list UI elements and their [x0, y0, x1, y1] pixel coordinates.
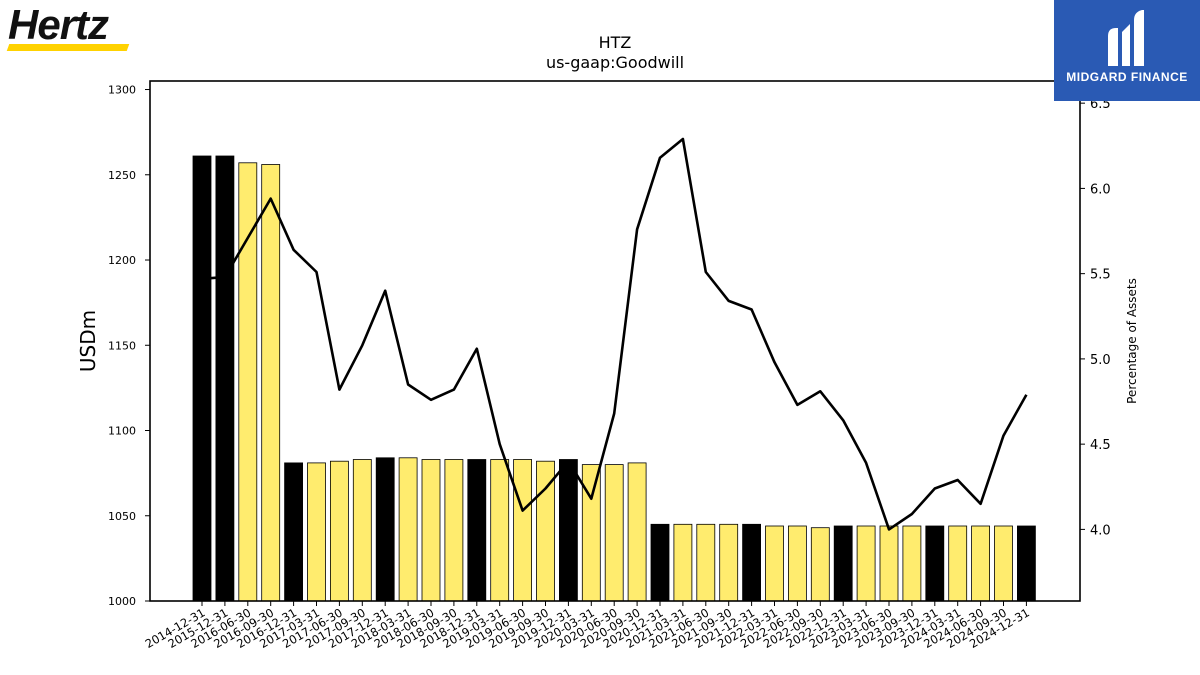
- y-tick-label: 1250: [108, 169, 136, 182]
- bar-2017-09-30: [352, 459, 372, 602]
- bar-2022-09-30: [810, 527, 830, 602]
- bar-2018-12-31: [467, 459, 487, 602]
- bar-2019-12-31: [559, 459, 578, 602]
- midgard-logo-text: MIDGARD FINANCE: [1066, 70, 1188, 84]
- y2-axis-label: Percentage of Assets: [1125, 278, 1139, 404]
- bar-series: [192, 155, 1036, 602]
- plot-frame: [149, 80, 1081, 602]
- bar-2016-09-30: [261, 164, 281, 602]
- bar-2021-06-30: [696, 523, 716, 602]
- y2-tick-label: 4.5: [1090, 438, 1111, 453]
- y-axis-label: USDm: [76, 310, 100, 372]
- y2-tick-label: 5.5: [1090, 268, 1111, 283]
- bar-2024-09-30: [994, 525, 1013, 602]
- y2-tick-label: 6.0: [1090, 182, 1111, 197]
- y-axis-right: 4.04.55.05.56.06.5: [1080, 97, 1111, 538]
- bar-2017-12-31: [375, 457, 395, 602]
- bar-2024-06-30: [971, 525, 990, 602]
- y2-tick-label: 4.0: [1090, 523, 1111, 538]
- bar-2016-12-31: [284, 462, 304, 602]
- bar-2024-12-31: [1017, 525, 1036, 602]
- x-axis: 2014-12-312015-12-312016-06-302016-09-30…: [143, 601, 1032, 651]
- y2-tick-label: 5.0: [1090, 353, 1111, 368]
- bar-2019-03-31: [490, 459, 510, 602]
- bar-2023-06-30: [879, 525, 899, 602]
- bar-2023-09-30: [902, 525, 922, 602]
- midgard-finance-logo: MIDGARD FINANCE: [1054, 0, 1200, 101]
- bar-2018-06-30: [421, 459, 441, 602]
- bar-2023-03-31: [856, 525, 876, 602]
- bar-2020-09-30: [627, 462, 647, 602]
- bar-2020-12-31: [650, 523, 670, 602]
- bar-2021-09-30: [719, 523, 739, 602]
- hertz-logo: Hertz: [6, 1, 140, 56]
- y-tick-label: 1150: [108, 339, 136, 352]
- bar-2018-09-30: [444, 459, 464, 602]
- bar-2024-03-31: [948, 525, 968, 602]
- bar-2023-12-31: [925, 525, 945, 602]
- bar-2018-03-31: [398, 457, 418, 602]
- bar-2022-03-31: [765, 525, 784, 602]
- y-tick-label: 1000: [108, 595, 136, 608]
- chart-subtitle: us-gaap:Goodwill: [546, 53, 684, 72]
- bar-2021-12-31: [742, 523, 761, 602]
- y-axis-left: 1000 1050 1100 1150 1200 1250 1300: [108, 84, 150, 608]
- bar-2022-06-30: [788, 525, 807, 602]
- bar-2017-06-30: [329, 460, 349, 602]
- y-tick-label: 1050: [108, 510, 136, 523]
- hertz-logo-stripe: [6, 44, 130, 51]
- bar-2022-12-31: [833, 525, 853, 602]
- hertz-logo-text: Hertz: [8, 1, 109, 48]
- bar-2019-06-30: [513, 459, 532, 602]
- bar-2014-12-31: [192, 155, 212, 602]
- bar-2020-03-31: [581, 464, 601, 602]
- y-tick-label: 1200: [108, 254, 136, 267]
- bar-2017-03-31: [307, 462, 326, 602]
- bar-2015-12-31: [215, 155, 235, 602]
- midgard-mark-icon: [1108, 10, 1144, 66]
- percentage-line: [201, 137, 1028, 531]
- bar-2021-03-31: [673, 523, 693, 602]
- y-tick-label: 1100: [108, 425, 136, 438]
- bar-2020-06-30: [604, 464, 624, 602]
- chart-title: HTZ: [599, 33, 632, 52]
- y-tick-label: 1300: [108, 84, 136, 97]
